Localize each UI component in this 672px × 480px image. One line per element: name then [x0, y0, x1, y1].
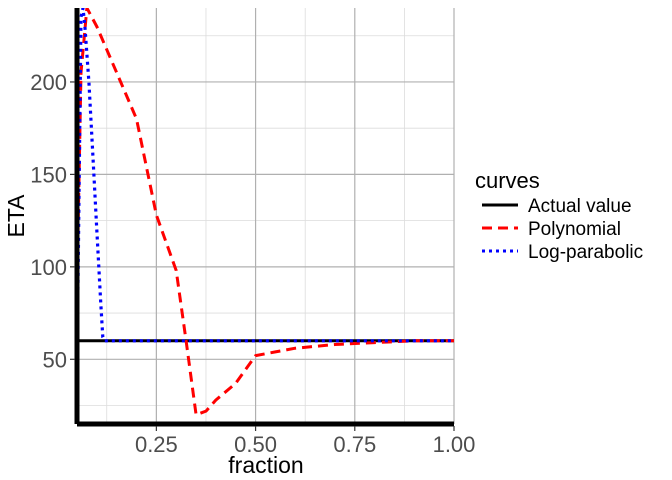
y-tick-label: 200	[30, 70, 67, 95]
legend-title: curves	[475, 168, 540, 193]
y-tick-label: 50	[43, 347, 67, 372]
grid-major-lines	[77, 8, 455, 424]
x-tick-label: 0.25	[135, 432, 178, 457]
legend-label: Log-parabolic	[528, 242, 643, 263]
x-tick-label: 1.00	[433, 432, 476, 457]
series-line-polynomial	[77, 8, 454, 417]
legend-label: Polynomial	[528, 219, 621, 240]
series-layer	[77, 8, 454, 417]
y-tick-label: 150	[30, 162, 67, 187]
y-axis-title: ETA	[3, 194, 29, 238]
x-tick-labels: 0.25 0.50 0.75 1.00	[135, 426, 475, 457]
y-tick-label: 100	[30, 255, 67, 280]
y-tick-labels: 50 100 150 200	[30, 70, 75, 372]
x-tick-label: 0.75	[333, 432, 376, 457]
legend-label: Actual value	[528, 196, 632, 217]
x-tick-label: 0.50	[234, 432, 277, 457]
x-axis-title: fraction	[228, 452, 303, 478]
grid-minor-lines	[77, 8, 454, 424]
legend: curves Actual valuePolynomialLog-parabol…	[475, 168, 643, 263]
